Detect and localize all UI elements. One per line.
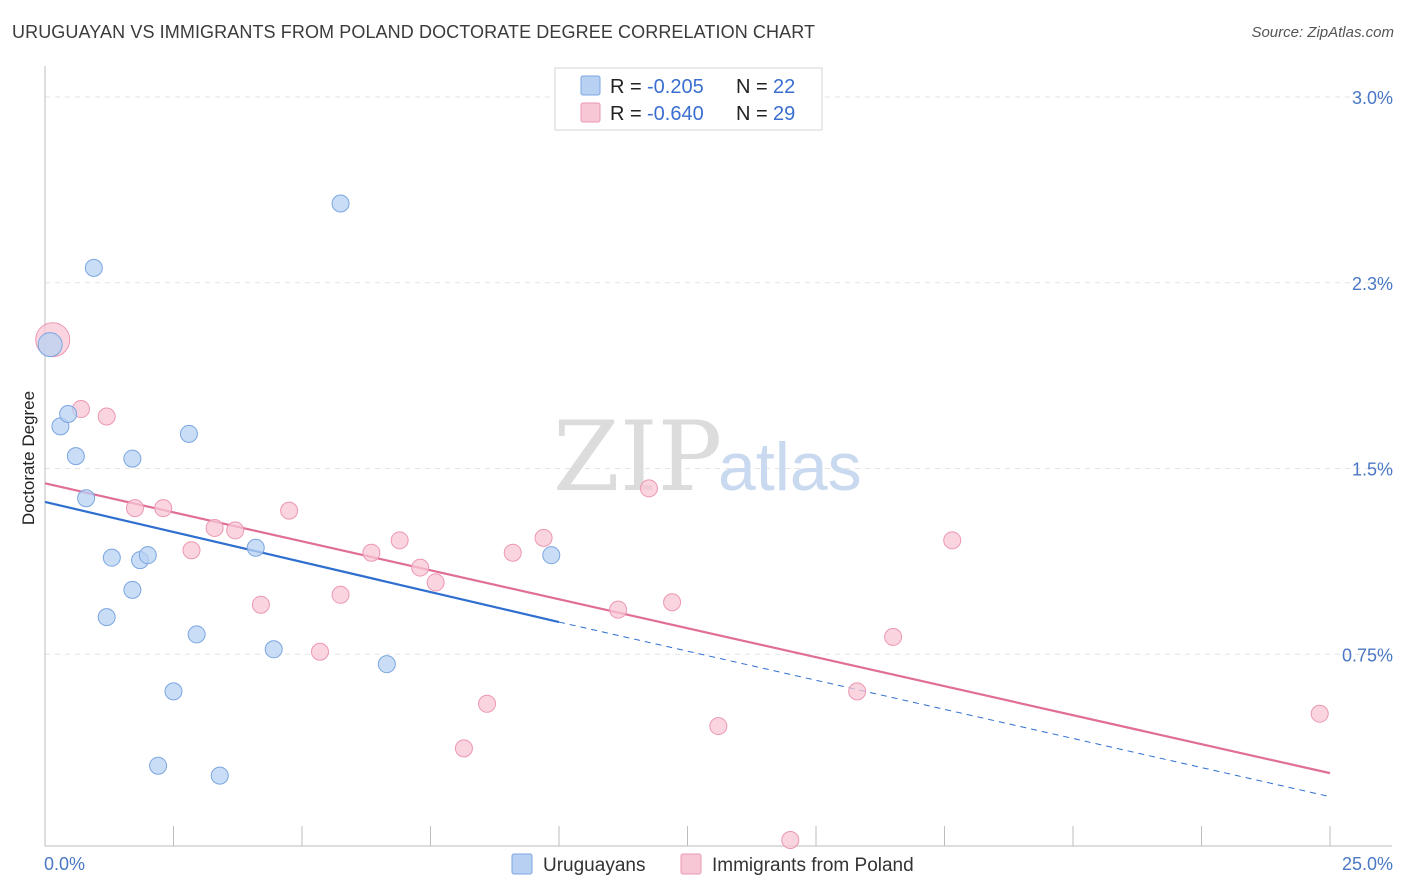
trendline-uruguayans [44, 500, 560, 624]
point-poland-7 [226, 521, 245, 540]
axes [44, 66, 1392, 847]
point-uruguayans-14 [179, 424, 198, 443]
point-poland-10 [310, 642, 329, 661]
x-tick-labels: 0.0% 25.0% [44, 854, 1393, 874]
point-uruguayans-13 [164, 682, 183, 701]
x-tick-label-0: 0.0% [44, 854, 85, 874]
point-poland-20 [609, 600, 628, 619]
y-tick-label-0: 0.75% [1342, 645, 1393, 665]
data-points [35, 194, 1329, 849]
point-poland-17 [478, 694, 497, 713]
bottom-legend: Uruguayans Immigrants from Poland [511, 853, 914, 876]
point-poland-15 [426, 573, 445, 592]
point-poland-19 [534, 528, 553, 547]
grid-lines [45, 96, 1392, 655]
trendline-poland [44, 482, 1331, 775]
watermark-atlas: atlas [718, 429, 862, 505]
chart-title: URUGUAYAN VS IMMIGRANTS FROM POLAND DOCT… [12, 22, 816, 42]
y-axis-label: Doctorate Degree [19, 391, 38, 525]
source-label: Source: ZipAtlas.com [1251, 24, 1394, 41]
point-poland-12 [362, 543, 381, 562]
bottom-legend-poland: Immigrants from Poland [712, 855, 914, 876]
trendline-uruguayans-extension [558, 621, 1331, 798]
point-poland-5 [182, 541, 201, 560]
point-uruguayans-21 [542, 546, 561, 565]
point-uruguayans-8 [123, 580, 142, 599]
point-poland-6 [205, 518, 224, 537]
point-poland-18 [503, 543, 522, 562]
legend-n-label-1: N = [736, 76, 768, 98]
point-poland-11 [331, 585, 350, 604]
point-poland-2 [97, 407, 116, 426]
point-uruguayans-6 [97, 608, 116, 627]
watermark-zip: ZIP [553, 401, 722, 513]
legend-r-label-1: R = [610, 76, 642, 98]
x-tick-label-1: 25.0% [1342, 854, 1393, 874]
point-poland-24 [781, 831, 800, 849]
legend-n-value-1: 22 [773, 76, 795, 98]
point-uruguayans-9 [123, 449, 142, 468]
point-uruguayans-19 [331, 194, 350, 213]
point-poland-22 [663, 593, 682, 612]
legend-r-value-1: -0.205 [647, 76, 704, 98]
point-poland-13 [390, 531, 409, 550]
point-uruguayans-5 [84, 258, 103, 277]
point-poland-25 [848, 682, 867, 701]
point-poland-28 [1310, 704, 1329, 723]
point-uruguayans-16 [210, 766, 229, 785]
legend-swatch-poland [580, 102, 601, 123]
legend-n-label-2: N = [736, 103, 768, 125]
point-uruguayans-18 [264, 640, 283, 659]
point-uruguayans-4 [77, 489, 96, 508]
y-tick-label-3: 3.0% [1352, 88, 1393, 108]
point-uruguayans-3 [66, 447, 85, 466]
bottom-legend-swatch-uruguayans [511, 853, 533, 875]
point-poland-23 [709, 717, 728, 736]
point-uruguayans-12 [149, 756, 168, 775]
legend-n-value-2: 29 [773, 103, 795, 125]
watermark: ZIP atlas [553, 401, 862, 513]
point-uruguayans-7 [102, 548, 121, 567]
point-poland-27 [943, 531, 962, 550]
point-poland-8 [251, 595, 270, 614]
point-uruguayans-2 [59, 405, 78, 424]
point-poland-14 [411, 558, 430, 577]
point-poland-26 [884, 627, 903, 646]
point-uruguayans-20 [377, 655, 396, 674]
legend-swatch-uruguayans [580, 75, 601, 96]
legend-r-value-2: -0.640 [647, 103, 704, 125]
legend-r-label-2: R = [610, 103, 642, 125]
point-poland-21 [639, 479, 658, 498]
y-tick-label-1: 1.5% [1352, 460, 1393, 480]
point-uruguayans-11 [138, 546, 157, 565]
point-poland-4 [154, 499, 173, 518]
trend-lines [44, 482, 1331, 798]
point-uruguayans-17 [246, 538, 265, 557]
point-poland-16 [454, 739, 473, 758]
y-tick-labels: 0.75% 1.5% 2.3% 3.0% [1342, 88, 1393, 665]
point-uruguayans-15 [187, 625, 206, 644]
point-poland-9 [280, 501, 299, 520]
point-uruguayans-0 [37, 332, 63, 358]
bottom-legend-swatch-poland [680, 853, 702, 875]
y-tick-label-2: 2.3% [1352, 274, 1393, 294]
top-legend: R = -0.205 N = 22 R = -0.640 N = 29 [554, 67, 823, 131]
bottom-legend-uruguayans: Uruguayans [543, 855, 645, 876]
point-poland-3 [125, 499, 144, 518]
